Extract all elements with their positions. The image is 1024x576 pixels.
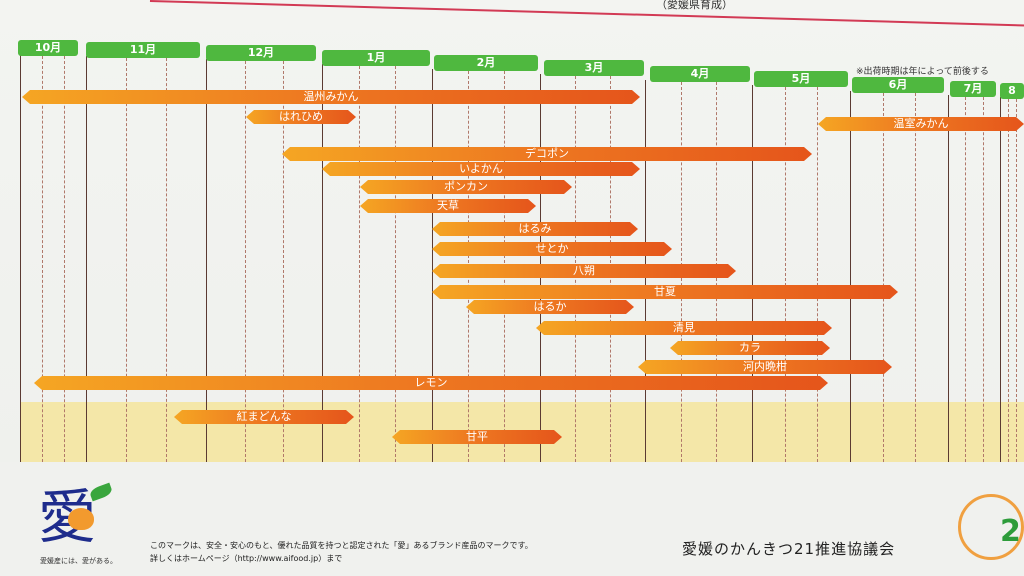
season-bar-label: はるみ [518, 222, 552, 235]
season-bar: 甘平 [392, 430, 562, 444]
week-gridline [126, 58, 127, 462]
month-label: 12月 [206, 45, 316, 61]
shipping-season-chart: 10月 11月 12月 1月 2月 3月 4月 5月 6月 7月 8 温州みかんはれひめ温室みかんデ… [18, 40, 1024, 462]
poster-footer [0, 462, 1024, 576]
week-gridline [166, 58, 167, 462]
month-divider-line [948, 95, 949, 462]
month-divider-line [86, 56, 87, 462]
season-bar-label: カラ [739, 341, 761, 354]
month-label: 3月 [544, 60, 644, 76]
season-bar-label: 甘夏 [654, 285, 676, 298]
season-bar-label: 温室みかん [893, 117, 949, 130]
month-label: 6月 [852, 77, 944, 93]
week-gridline [358, 66, 360, 462]
season-bar-label: せとか [535, 242, 569, 255]
season-bar-label: 紅まどんな [236, 410, 292, 423]
season-bar-label: 八朔 [573, 264, 595, 277]
season-bar: 清見 [536, 321, 832, 335]
heart-icon [68, 508, 94, 530]
season-bar: レモン [34, 376, 828, 390]
week-gridline [42, 56, 43, 462]
season-bar: 天草 [360, 199, 536, 213]
week-gridline [882, 93, 884, 462]
week-gridline [395, 66, 397, 462]
month-label: 2月 [434, 55, 538, 71]
month-divider-line [752, 85, 753, 462]
month-divider-line [206, 59, 207, 462]
season-bar-label: 天草 [437, 199, 459, 212]
season-bar: 八朔 [432, 264, 736, 278]
season-bar: デコポン [282, 147, 812, 161]
month-divider-line [432, 69, 433, 462]
week-gridline [1016, 99, 1017, 462]
season-bar: いよかん [322, 162, 640, 176]
month-divider-line [20, 54, 21, 462]
season-bar-label: 清見 [673, 321, 695, 334]
season-bar: はるみ [432, 222, 638, 236]
season-bar-label: 甘平 [466, 430, 488, 443]
season-bar-label: 温州みかん [303, 90, 359, 103]
week-gridline [283, 61, 285, 462]
season-bar: 河内晩柑 [638, 360, 892, 374]
council-emblem-icon [958, 494, 1024, 560]
week-gridline [1008, 99, 1009, 462]
week-gridline [915, 93, 917, 462]
season-bar: はるか [466, 300, 634, 314]
season-bar: はれひめ [246, 110, 356, 124]
month-label: 8 [1000, 83, 1024, 99]
season-bar: 甘夏 [432, 285, 898, 299]
mark-description: このマークは、安全・安心のもと、優れた品質を持つと認定された「愛」あるブランド産… [150, 541, 533, 550]
poster-subtitle: （愛媛県育成） [656, 0, 733, 11]
season-bar: カラ [670, 341, 830, 355]
month-label: 7月 [950, 81, 996, 97]
month-label: 1月 [322, 50, 430, 66]
council-emblem-number: 2 [1000, 514, 1021, 549]
season-bar-label: いよかん [459, 162, 503, 175]
season-bar: ポンカン [360, 180, 572, 194]
week-gridline [817, 87, 819, 462]
month-label: 5月 [754, 71, 848, 87]
month-label: 10月 [18, 40, 78, 56]
season-bar-label: デコポン [525, 147, 569, 160]
logo-caption: 愛媛産には、愛がある。 [40, 557, 117, 565]
month-label: 11月 [86, 42, 200, 58]
season-bar-label: 河内晩柑 [743, 360, 787, 373]
month-divider-line [850, 91, 851, 462]
season-bar: 温州みかん [22, 90, 640, 104]
week-gridline [244, 61, 246, 462]
season-bar-label: はるか [533, 300, 567, 313]
week-gridline [64, 56, 65, 462]
season-bar: せとか [432, 242, 672, 256]
month-label: 4月 [650, 66, 750, 82]
season-bar-label: ポンカン [444, 180, 488, 193]
month-divider-line [322, 64, 323, 462]
season-bar: 温室みかん [818, 117, 1024, 131]
week-gridline [784, 87, 786, 462]
season-bar-label: レモン [414, 376, 448, 389]
season-bar-label: はれひめ [279, 110, 323, 123]
council-name: 愛媛のかんきつ21推進協議会 [682, 540, 896, 558]
week-gridline [982, 97, 984, 462]
month-divider-line [1000, 97, 1001, 462]
week-gridline [965, 97, 967, 462]
season-bar: 紅まどんな [174, 410, 354, 424]
mark-website-note: 詳しくはホームページ（http://www.aifood.jp）まで [150, 554, 343, 563]
shipping-note: ※出荷時期は年によって前後する [856, 67, 989, 77]
